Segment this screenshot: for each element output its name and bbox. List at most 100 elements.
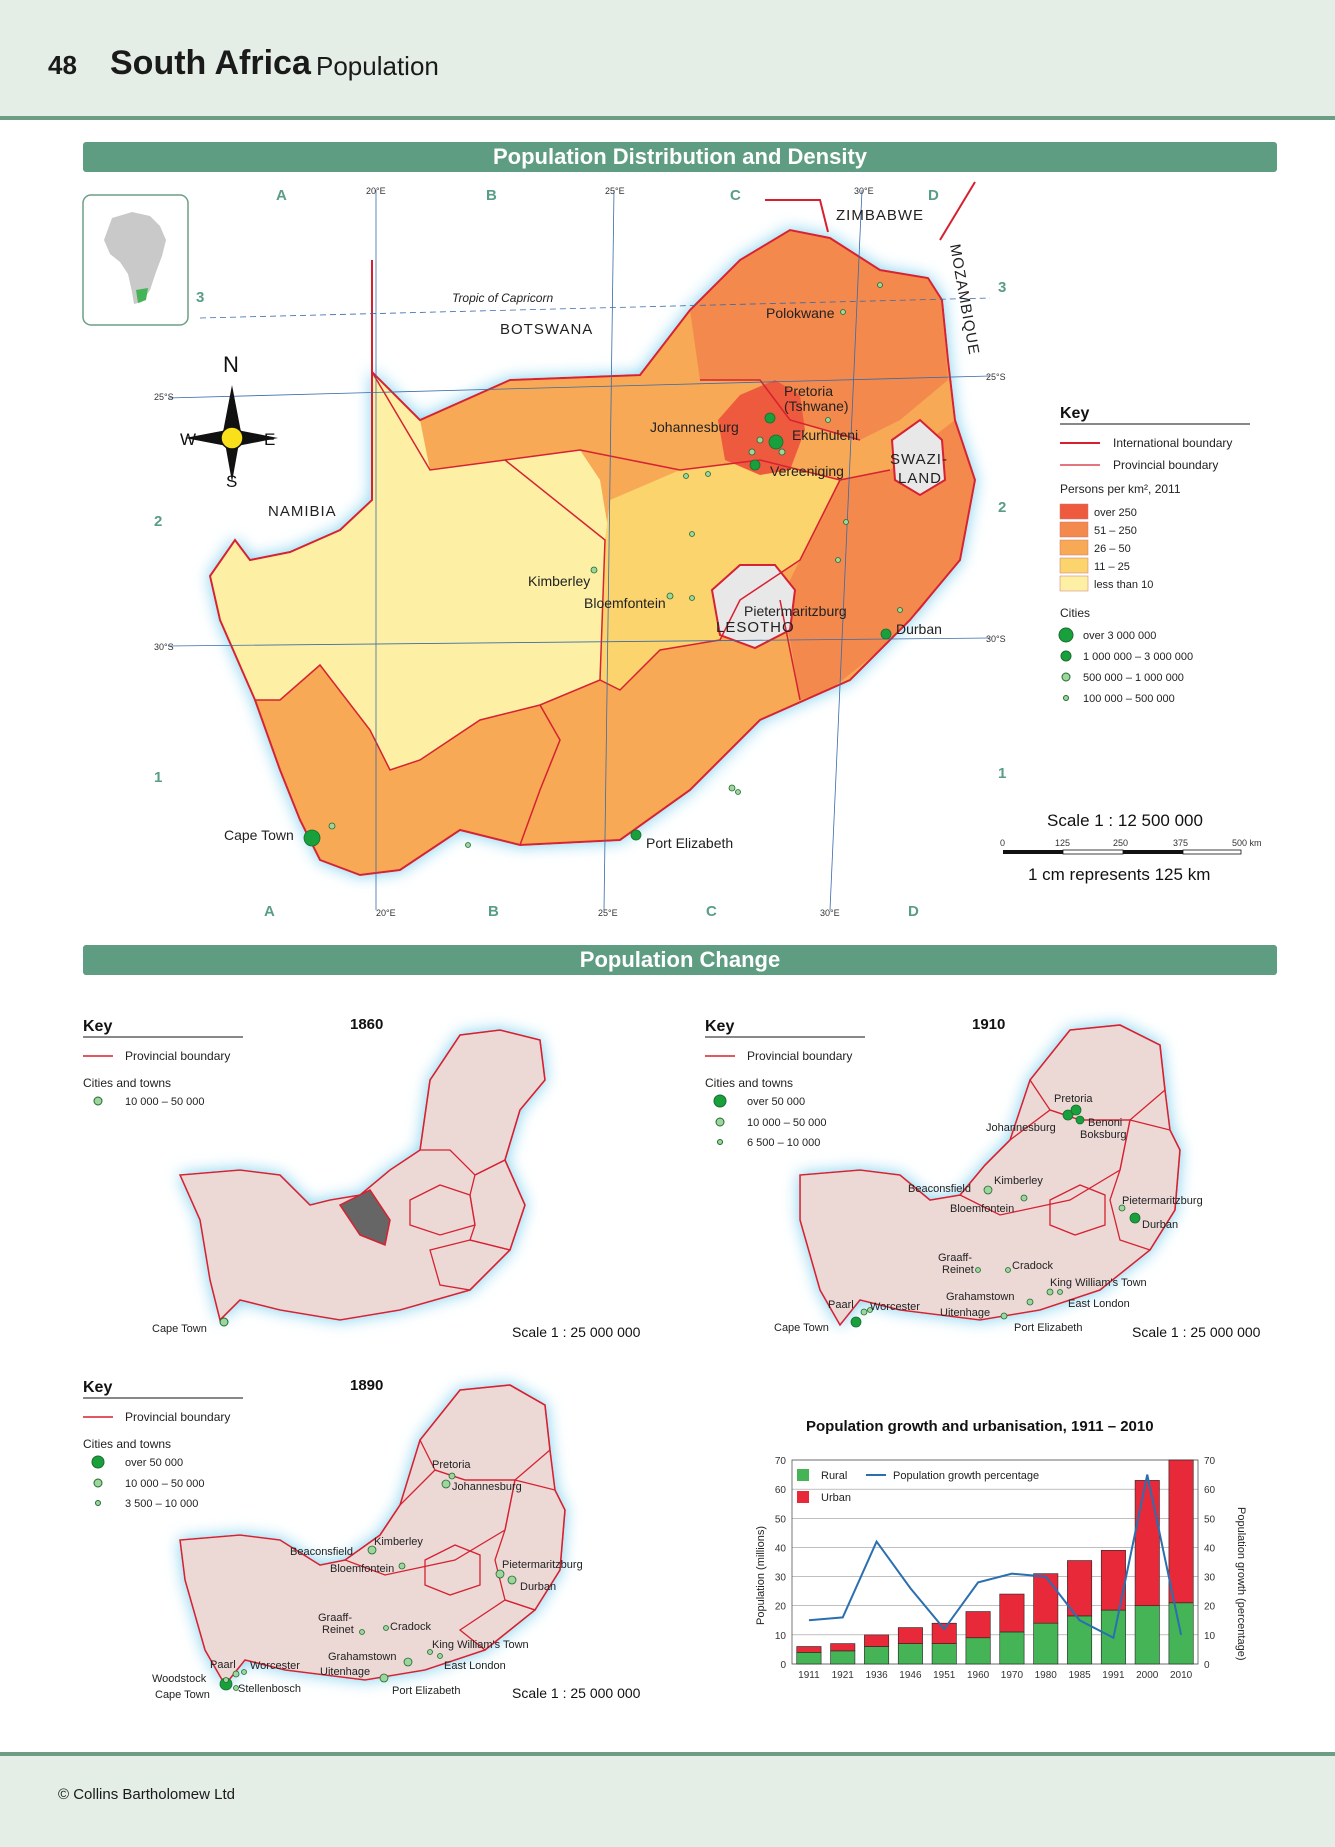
town-1890-worcester: Worcester — [250, 1660, 300, 1672]
chart-ytick-left-2: 20 — [775, 1602, 787, 1613]
grid-letter-a-bottom: A — [264, 903, 275, 920]
key-title: Key — [1060, 405, 1089, 422]
grid-letter-c-bottom: C — [706, 903, 717, 920]
town-1860-cape-town: Cape Town — [152, 1323, 207, 1335]
legend-rural-swatch — [797, 1469, 809, 1481]
density-swatch-2 — [1059, 539, 1089, 556]
lon-25-bottom: 25°E — [598, 908, 618, 918]
town-1890-cradock: Cradock — [390, 1621, 431, 1633]
city-johannesburg: Johannesburg — [650, 419, 739, 435]
tropic-label: Tropic of Capricorn — [452, 291, 553, 305]
city-port-elizabeth: Port Elizabeth — [646, 835, 733, 851]
label-mozambique: MOZAMBIQUE — [946, 243, 982, 357]
chart-ytick-left-1: 10 — [775, 1631, 787, 1642]
chart-ytick-right-0: 0 — [1204, 1660, 1210, 1671]
scale-title: Scale 1 : 12 500 000 — [1047, 811, 1203, 830]
page-number: 48 — [48, 50, 77, 80]
lon-30-bottom: 30°E — [820, 908, 840, 918]
chart-ytick-left-5: 50 — [775, 1514, 787, 1525]
scale-tick-0: 0 — [1000, 838, 1005, 848]
chart-ytick-left-3: 30 — [775, 1573, 787, 1584]
town-1910-paarl: Paarl — [828, 1299, 854, 1311]
scale-1860: Scale 1 : 25 000 000 — [512, 1324, 641, 1340]
page-title: South Africa — [110, 44, 311, 82]
density-label-3: 11 – 25 — [1094, 561, 1130, 573]
key-intl: International boundary — [1113, 436, 1232, 450]
label-lesotho: LESOTHO — [716, 619, 795, 636]
map-1890: Key Provincial boundary Cities and towns… — [83, 1377, 641, 1701]
lat-30-right: 30°S — [986, 634, 1006, 644]
scale-1910: Scale 1 : 25 000 000 — [1132, 1324, 1261, 1340]
grid-number-3-right: 3 — [998, 279, 1006, 296]
bar-rural-1936 — [864, 1646, 890, 1665]
town-1910-benoni: Benoni — [1088, 1117, 1122, 1129]
legend-1910-2: 6 500 – 10 000 — [747, 1137, 820, 1149]
town-1910-uitenhage: Uitenhage — [940, 1307, 990, 1319]
key-cities-title: Cities — [1060, 606, 1090, 620]
chart-xtick-1936: 1936 — [865, 1670, 888, 1681]
city-durban: Durban — [896, 621, 942, 637]
city-bloemfontein: Bloemfontein — [584, 595, 666, 611]
label-swaziland-2: LAND — [898, 470, 942, 487]
legend-1890-1: 10 000 – 50 000 — [125, 1478, 205, 1490]
town-1890-pietermaritzburg: Pietermaritzburg — [502, 1559, 583, 1571]
bar-rural-1960 — [965, 1637, 991, 1665]
town-1890-paarl: Paarl — [210, 1659, 236, 1671]
chart-ytick-left-6: 60 — [775, 1485, 787, 1496]
bar-rural-1991 — [1100, 1609, 1126, 1665]
scale-tick-1: 125 — [1055, 838, 1070, 848]
legend-growth: Population growth percentage — [893, 1470, 1039, 1482]
town-1910-worcester: Worcester — [870, 1301, 920, 1313]
density-swatch-1 — [1059, 521, 1089, 538]
city-polokwane: Polokwane — [766, 305, 835, 321]
city-tshwane: (Tshwane) — [784, 398, 849, 414]
bar-urban-1985 — [1067, 1560, 1093, 1617]
town-1910-pretoria: Pretoria — [1054, 1093, 1093, 1105]
growth-percentage-line — [808, 1474, 1183, 1640]
legend-1910-1: 10 000 – 50 000 — [747, 1117, 827, 1129]
map-1860: Key Provincial boundary Cities and towns… — [83, 1016, 641, 1340]
town-1910-pietermaritzburg: Pietermaritzburg — [1122, 1195, 1203, 1207]
bar-rural-1951 — [931, 1643, 957, 1665]
town-1890-kimberley: Kimberley — [374, 1536, 423, 1548]
compass-w: W — [180, 430, 196, 449]
south-africa-land — [208, 228, 977, 877]
town-1910-bloemfontein: Bloemfontein — [950, 1203, 1014, 1215]
chart-xtick-1985: 1985 — [1068, 1670, 1091, 1681]
banner-change: Population Change — [83, 945, 1277, 975]
legend-1860-0: 10 000 – 50 000 — [125, 1096, 205, 1108]
label-namibia: NAMIBIA — [268, 503, 337, 520]
key-title-1860: Key — [83, 1018, 112, 1035]
chart-ytick-right-6: 60 — [1204, 1485, 1216, 1496]
bar-urban-1980 — [1033, 1573, 1059, 1624]
chart-xtick-2000: 2000 — [1136, 1670, 1159, 1681]
town-1890-graaff-1: Graaff- — [318, 1612, 352, 1624]
city-pretoria: Pretoria — [784, 383, 833, 399]
town-1890-woodstock: Woodstock — [152, 1673, 207, 1685]
town-1890-portelizabeth: Port Elizabeth — [392, 1685, 460, 1697]
town-1890-pretoria: Pretoria — [432, 1459, 471, 1471]
legend-urban: Urban — [821, 1492, 851, 1504]
key-title-1890: Key — [83, 1379, 112, 1396]
main-map: A B C D A B C D 3 2 1 3 2 1 20°E 25°E 30… — [82, 181, 1262, 920]
key-city-2: 500 000 – 1 000 000 — [1083, 672, 1184, 684]
density-swatch-3 — [1059, 557, 1089, 574]
town-1890-durban: Durban — [520, 1581, 556, 1593]
lat-25-left: 25°S — [154, 392, 174, 402]
chart-xtick-1970: 1970 — [1001, 1670, 1024, 1681]
density-label-1: 51 – 250 — [1094, 525, 1137, 537]
key-cities-1910: Cities and towns — [705, 1076, 793, 1090]
compass-s: S — [226, 472, 237, 491]
town-1890-capetown: Cape Town — [155, 1689, 210, 1701]
chart-ytick-right-2: 20 — [1204, 1602, 1216, 1613]
city-kimberley: Kimberley — [528, 573, 590, 589]
grid-letter-d-top: D — [928, 187, 939, 204]
inset-africa-map — [82, 194, 189, 326]
bar-urban-1911 — [796, 1646, 822, 1653]
density-label-4: less than 10 — [1094, 579, 1153, 591]
density-swatch-4 — [1059, 575, 1089, 592]
label-swaziland-1: SWAZI- — [890, 451, 948, 468]
town-1910-graaff-2: Reinet — [942, 1264, 974, 1276]
grid-number-2-left: 2 — [154, 513, 162, 530]
town-1910-johannesburg: Johannesburg — [986, 1122, 1056, 1134]
